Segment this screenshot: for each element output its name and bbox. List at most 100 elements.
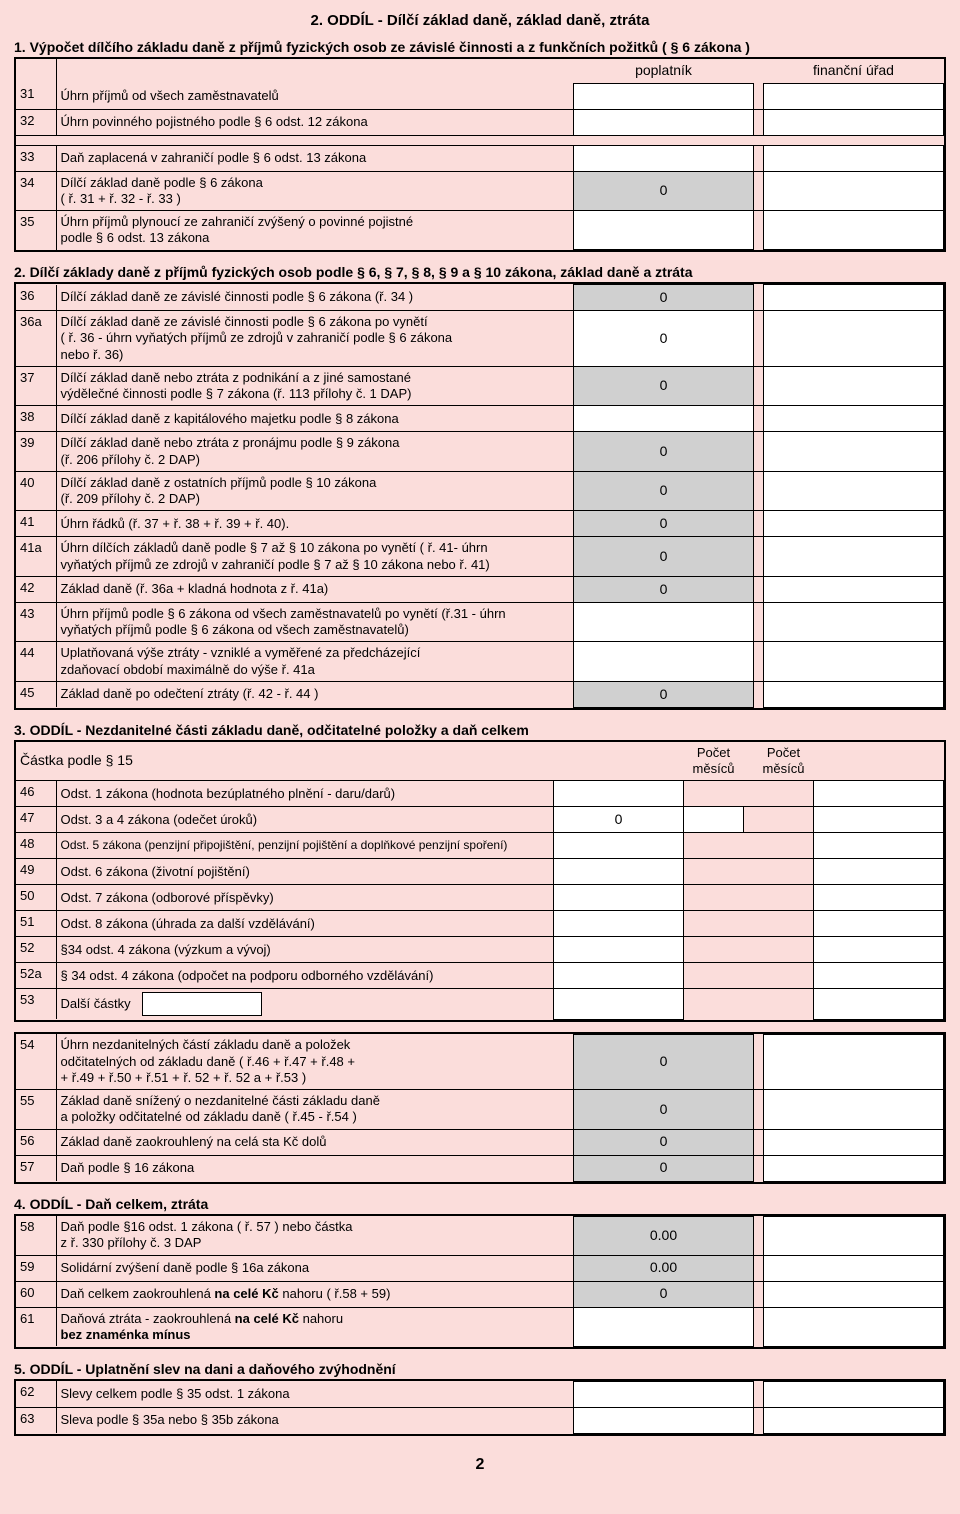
- value-financni-urad[interactable]: [764, 311, 944, 367]
- value-amount-2[interactable]: [814, 885, 944, 911]
- value-amount-2[interactable]: [814, 911, 944, 937]
- row-label: Základ daně zaokrouhlený na celá sta Kč …: [56, 1129, 574, 1155]
- section5-block: 62Slevy celkem podle § 35 odst. 1 zákona…: [14, 1379, 946, 1436]
- value-financni-urad[interactable]: [764, 642, 944, 682]
- value-amount-2[interactable]: [814, 781, 944, 807]
- value-amount[interactable]: [554, 937, 684, 963]
- value-amount-2[interactable]: [814, 859, 944, 885]
- value-financni-urad[interactable]: [764, 602, 944, 642]
- value-amount[interactable]: [554, 911, 684, 937]
- value-amount[interactable]: [554, 781, 684, 807]
- row-number: 37: [16, 366, 56, 406]
- value-financni-urad[interactable]: [764, 681, 944, 707]
- value-financni-urad[interactable]: [764, 211, 944, 250]
- row-number: 47: [16, 807, 56, 833]
- value-amount[interactable]: [554, 885, 684, 911]
- value-months[interactable]: [684, 807, 744, 833]
- value-poplatnik[interactable]: 0: [574, 537, 754, 577]
- value-financni-urad[interactable]: [764, 471, 944, 511]
- row-number: 44: [16, 642, 56, 682]
- col-poplatnik: poplatník: [574, 59, 754, 83]
- value-financni-urad[interactable]: [764, 537, 944, 577]
- row-number: 32: [16, 109, 56, 135]
- value-financni-urad[interactable]: [764, 576, 944, 602]
- row-number: 41: [16, 511, 56, 537]
- section3-block-b: 54Úhrn nezdanitelných částí základu daně…: [14, 1032, 946, 1184]
- row-number: 46: [16, 781, 56, 807]
- value-financni-urad[interactable]: [764, 1216, 944, 1255]
- value-financni-urad[interactable]: [764, 83, 944, 109]
- value-financni-urad[interactable]: [764, 432, 944, 472]
- value-financni-urad[interactable]: [764, 1407, 944, 1433]
- value-amount-2[interactable]: [814, 937, 944, 963]
- value-financni-urad[interactable]: [764, 285, 944, 311]
- value-poplatnik[interactable]: 0: [574, 1155, 754, 1181]
- value-financni-urad[interactable]: [764, 1381, 944, 1407]
- value-poplatnik[interactable]: 0: [574, 366, 754, 406]
- value-poplatnik[interactable]: 0: [574, 511, 754, 537]
- row-label: Úhrn příjmů podle § 6 zákona od všech za…: [56, 602, 574, 642]
- value-amount-2[interactable]: [814, 989, 944, 1020]
- value-poplatnik[interactable]: 0.00: [574, 1255, 754, 1281]
- section4-block: 58Daň podle §16 odst. 1 zákona ( ř. 57 )…: [14, 1214, 946, 1349]
- row-label: Odst. 7 zákona (odborové příspěvky): [56, 885, 554, 911]
- value-poplatnik[interactable]: [574, 642, 754, 682]
- value-financni-urad[interactable]: [764, 1307, 944, 1346]
- value-amount[interactable]: [554, 859, 684, 885]
- value-amount-2[interactable]: [814, 833, 944, 859]
- value-poplatnik[interactable]: 0.00: [574, 1216, 754, 1255]
- value-poplatnik[interactable]: [574, 109, 754, 135]
- section2-block: 36Dílčí základ daně ze závislé činnosti …: [14, 282, 946, 710]
- value-poplatnik[interactable]: [574, 145, 754, 171]
- row-number: 50: [16, 885, 56, 911]
- value-poplatnik[interactable]: 0: [574, 432, 754, 472]
- value-amount[interactable]: 0: [554, 807, 684, 833]
- value-amount-2[interactable]: [814, 807, 944, 833]
- value-financni-urad[interactable]: [764, 1155, 944, 1181]
- value-poplatnik[interactable]: 0: [574, 1034, 754, 1089]
- value-amount[interactable]: [554, 833, 684, 859]
- value-financni-urad[interactable]: [764, 145, 944, 171]
- row-number: 52: [16, 937, 56, 963]
- value-poplatnik[interactable]: [574, 602, 754, 642]
- value-poplatnik[interactable]: 0: [574, 471, 754, 511]
- value-financni-urad[interactable]: [764, 366, 944, 406]
- page-title: 2. ODDÍL - Dílčí základ daně, základ dan…: [14, 8, 946, 37]
- value-financni-urad[interactable]: [764, 1281, 944, 1307]
- value-financni-urad[interactable]: [764, 406, 944, 432]
- value-poplatnik[interactable]: [574, 406, 754, 432]
- value-poplatnik[interactable]: 0: [574, 576, 754, 602]
- value-financni-urad[interactable]: [764, 1129, 944, 1155]
- value-financni-urad[interactable]: [764, 1090, 944, 1130]
- value-financni-urad[interactable]: [764, 109, 944, 135]
- value-poplatnik[interactable]: 0: [574, 1281, 754, 1307]
- value-poplatnik[interactable]: [574, 1307, 754, 1346]
- value-poplatnik[interactable]: 0: [574, 285, 754, 311]
- value-poplatnik[interactable]: [574, 1381, 754, 1407]
- row-number: 38: [16, 406, 56, 432]
- row-label: Úhrn příjmů od všech zaměstnavatelů: [56, 83, 574, 109]
- value-poplatnik[interactable]: 0: [574, 171, 754, 211]
- value-amount[interactable]: [554, 989, 684, 1020]
- row-number: 54: [16, 1034, 56, 1089]
- value-poplatnik[interactable]: [574, 83, 754, 109]
- row-label: Odst. 1 zákona (hodnota bezúplatného pln…: [56, 781, 554, 807]
- value-amount-2[interactable]: [814, 963, 944, 989]
- value-financni-urad[interactable]: [764, 1034, 944, 1089]
- row-number: 59: [16, 1255, 56, 1281]
- value-amount[interactable]: [554, 963, 684, 989]
- section2-heading: 2. Dílčí základy daně z příjmů fyzických…: [14, 262, 946, 282]
- value-financni-urad[interactable]: [764, 171, 944, 211]
- value-poplatnik[interactable]: 0: [574, 1090, 754, 1130]
- row-number: 34: [16, 171, 56, 211]
- row-label: Dílčí základ daně ze závislé činnosti po…: [56, 285, 574, 311]
- section5-heading: 5. ODDÍL - Uplatnění slev na dani a daňo…: [14, 1359, 946, 1379]
- value-poplatnik[interactable]: 0: [574, 1129, 754, 1155]
- value-poplatnik[interactable]: [574, 211, 754, 250]
- value-financni-urad[interactable]: [764, 1255, 944, 1281]
- value-poplatnik[interactable]: 0: [574, 681, 754, 707]
- value-financni-urad[interactable]: [764, 511, 944, 537]
- value-poplatnik[interactable]: [574, 1407, 754, 1433]
- row-number: 53: [16, 989, 56, 1020]
- value-poplatnik[interactable]: 0: [574, 311, 754, 367]
